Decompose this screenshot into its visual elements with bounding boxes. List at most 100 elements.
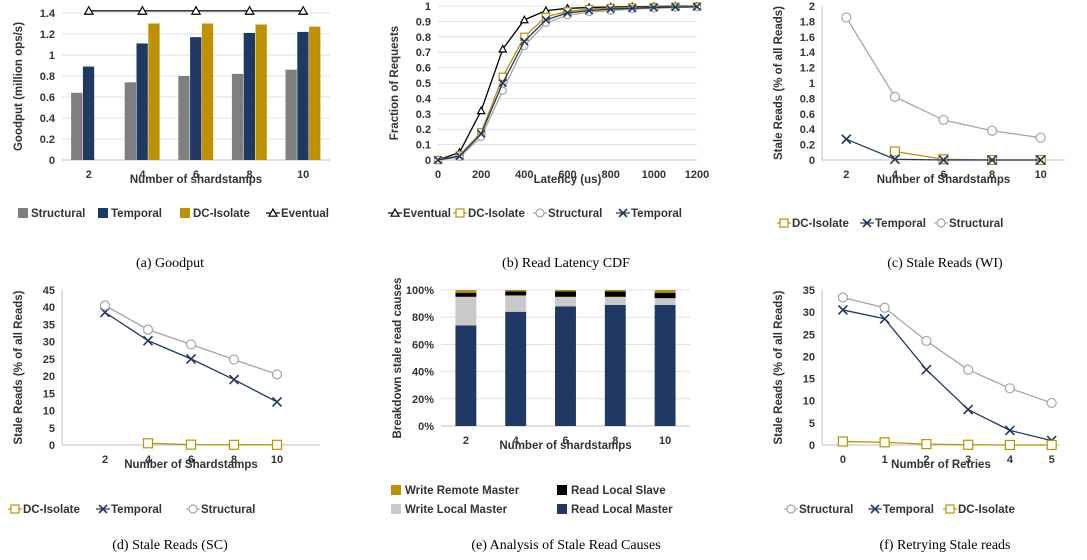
x-tick-label: 800 [601,169,619,181]
x-tick-label: 2 [923,454,929,466]
y-tick-label: 35 [43,319,55,331]
legend-marker [389,207,401,217]
x-tick-label: 2 [843,169,849,181]
data-point [628,4,637,13]
y-tick-label: 15 [43,388,55,400]
legend-label: DC-Isolate [792,218,849,230]
legend-label: DC-Isolate [23,504,80,516]
stacked-bar-segment [455,325,477,426]
legend-swatch [557,504,567,514]
stacked-bar-segment [555,291,576,297]
y-tick-label: 1.2 [800,63,815,75]
chart-panel-4: 0 5 10 15 20 25 30 35 40 45 2 4 6 8 10 Number of Shards… [8,285,320,553]
data-point [1004,383,1015,394]
legend-marker [618,208,628,218]
x-tick-label: 5 [1049,454,1055,466]
legend-marker [267,207,279,217]
data-point [889,91,901,102]
y-axis-title: Goodput (million ops/s) [13,22,25,151]
x-tick-label: 8 [989,169,995,181]
legend-label: Structural [31,208,85,220]
series-line [894,150,1041,161]
data-point [837,304,848,315]
legend-label: Temporal [111,504,162,516]
stacked-bar-segment [555,306,576,426]
legend-label: Structural [949,218,1003,230]
legend-swatch [98,208,108,218]
data-point [879,437,890,448]
data-point [987,154,998,166]
y-tick-label: 0 [49,440,55,452]
legend-label: Structural [548,208,602,220]
data-point [541,15,551,25]
y-tick-label: 40 [43,302,55,314]
y-axis-title: Fraction of Requests [389,26,401,140]
x-tick-label: 2 [102,454,108,466]
stacked-bar-segment [654,290,676,293]
x-tick-label: 400 [515,169,533,181]
chart-panel-1: 0 0.2 0.4 0.6 0.8 1 1.2 1.4 2 4 6 8 10 Number of shar… [13,5,330,271]
series-line [842,296,1052,404]
legend-label: Structural [201,504,255,516]
y-tick-label: 35 [803,285,815,297]
y-axis-title: Stale Reads (% of all Reads) [773,290,785,444]
bar [201,23,214,160]
y-tick-label: 0.1 [416,140,431,152]
x-tick-label: 2 [463,435,469,447]
x-tick-label: 10 [659,435,671,447]
data-point [433,155,443,165]
stacked-bar-segment [455,296,477,326]
data-point [83,5,95,15]
legend-label: Read Local Slave [571,485,666,497]
stacked-bar-segment [555,290,576,292]
x-tick-label: 3 [965,454,971,466]
stacked-bar-segment [455,292,477,297]
legend-label: Write Remote Master [405,485,520,497]
y-tick-label: 1 [49,50,55,62]
legend-swatch [391,504,401,514]
data-point [142,438,154,449]
y-tick-label: 25 [803,329,815,341]
data-point [476,105,486,115]
bar [297,31,309,161]
x-tick-label: 4 [513,435,520,447]
data-point [841,12,852,23]
y-tick-label: 0.4 [800,124,816,136]
y-tick-label: 30 [43,337,55,349]
stacked-bar-segment [604,290,626,292]
y-tick-label: 5 [49,423,55,435]
legend-marker [188,504,198,514]
stacked-bar-segment [604,304,626,426]
legend-label: DC-Isolate [958,504,1015,516]
data-point [1004,425,1015,436]
bar [124,82,137,160]
panel-caption: (e) Analysis of Stale Read Causes [471,538,660,553]
legend-label: Write Local Master [405,504,508,516]
stacked-bar-segment [604,291,626,297]
data-point [938,154,949,166]
y-tick-label: 0.7 [416,47,431,59]
x-tick-label: 6 [562,435,568,447]
data-point [271,369,283,380]
x-tick-label: 0 [435,169,441,181]
data-point [228,374,240,385]
y-tick-label: 1 [809,78,815,90]
data-point [921,335,932,347]
data-point [142,335,154,346]
data-point [455,151,464,161]
data-point [244,5,255,15]
data-point [879,302,890,313]
legend-label: Read Local Master [571,504,673,516]
legend-label: Eventual [281,208,329,220]
legend-marker [455,208,465,218]
bar [255,24,267,160]
x-tick-label: 10 [271,454,283,466]
y-tick-label: 0.6 [800,109,815,121]
x-tick-label: 8 [612,435,618,447]
x-axis-title: Number of Shardstamps [877,174,1011,186]
chart-panel-2: 0 0.1 0.2 0.3 0.4 0.5 0.6 0.7 0.8 0.9 1 0 200 400 600 8… [388,1,709,271]
data-point [1046,439,1057,451]
bar [136,43,148,161]
y-tick-label: 20 [803,351,815,363]
y-axis-title: Stale Reads (% of all Reads) [773,6,785,160]
